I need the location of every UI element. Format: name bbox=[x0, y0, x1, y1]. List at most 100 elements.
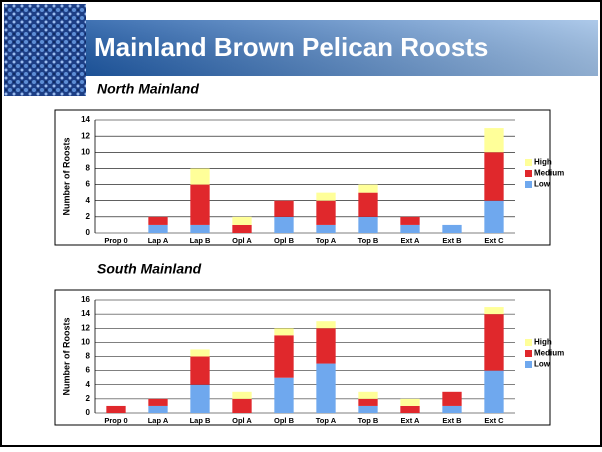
legend-swatch bbox=[525, 339, 532, 346]
chart: South Mainland Number of Roosts 0 2 4 6 8 10 12 1… bbox=[54, 261, 564, 426]
y-tick-label: 4 bbox=[86, 196, 91, 205]
bar-segment bbox=[316, 192, 336, 201]
legend-label: High bbox=[534, 158, 552, 167]
legend-swatch bbox=[525, 181, 532, 188]
y-axis-title: Number of Roosts bbox=[61, 137, 71, 215]
x-tick-label: Lap B bbox=[190, 236, 211, 245]
x-tick-label: Prop 0 bbox=[104, 236, 127, 245]
x-tick-label: Ext C bbox=[484, 416, 504, 425]
bar-segment bbox=[484, 307, 504, 315]
bar-segment bbox=[316, 328, 336, 364]
y-tick-label: 4 bbox=[86, 380, 91, 389]
bar-segment bbox=[232, 224, 252, 233]
bar-segment bbox=[148, 216, 168, 225]
logo-image bbox=[4, 4, 86, 96]
bar-segment bbox=[442, 224, 462, 233]
bar-segment bbox=[442, 405, 462, 413]
bar-segment bbox=[274, 200, 294, 217]
x-tick-label: Ext B bbox=[442, 416, 462, 425]
chart: North Mainland Number of Roosts 0 2 4 6 8 10 12 1… bbox=[54, 81, 564, 246]
bar-segment bbox=[232, 391, 252, 399]
bar-segment bbox=[358, 391, 378, 399]
bar-segment bbox=[400, 398, 420, 406]
bar-segment bbox=[274, 335, 294, 378]
bar-segment bbox=[484, 200, 504, 233]
y-tick-label: 14 bbox=[81, 309, 90, 318]
x-tick-label: Top A bbox=[316, 416, 337, 425]
chart-frame bbox=[54, 109, 551, 246]
bar-segment bbox=[484, 128, 504, 153]
x-tick-label: Ext C bbox=[484, 236, 504, 245]
bar-segment bbox=[316, 321, 336, 329]
chart-title: North Mainland bbox=[97, 81, 199, 97]
x-tick-label: Opl B bbox=[274, 416, 295, 425]
bar-segment bbox=[484, 370, 504, 413]
bar-segment bbox=[274, 377, 294, 413]
x-tick-label: Top B bbox=[358, 416, 379, 425]
bar-segment bbox=[190, 384, 210, 413]
bar-segment bbox=[274, 216, 294, 233]
legend-label: High bbox=[534, 338, 552, 347]
bar-segment bbox=[358, 184, 378, 193]
chart-frame bbox=[54, 289, 551, 426]
bar-segment bbox=[148, 398, 168, 406]
x-tick-label: Lap A bbox=[148, 236, 169, 245]
y-tick-label: 2 bbox=[86, 394, 91, 403]
bar-segment bbox=[190, 224, 210, 233]
legend-label: Medium bbox=[534, 169, 564, 178]
y-tick-label: 10 bbox=[81, 337, 90, 346]
bar-segment bbox=[400, 216, 420, 225]
charts: North Mainland Number of Roosts 0 2 4 6 8 10 12 1… bbox=[54, 81, 564, 426]
y-tick-label: 16 bbox=[81, 295, 90, 304]
y-tick-label: 2 bbox=[86, 212, 91, 221]
x-tick-label: Prop 0 bbox=[104, 416, 127, 425]
legend-swatch bbox=[525, 159, 532, 166]
bar-segment bbox=[148, 405, 168, 413]
legend-label: Low bbox=[534, 180, 551, 189]
x-tick-label: Lap B bbox=[190, 416, 211, 425]
x-tick-label: Top A bbox=[316, 236, 337, 245]
y-axis-title: Number of Roosts bbox=[61, 317, 71, 395]
bar-segment bbox=[106, 405, 126, 413]
x-tick-label: Opl A bbox=[232, 236, 252, 245]
bar-segment bbox=[190, 349, 210, 357]
slide-title: Mainland Brown Pelican Roosts bbox=[94, 32, 488, 62]
x-tick-label: Top B bbox=[358, 236, 379, 245]
bar-segment bbox=[232, 398, 252, 413]
bar-segment bbox=[358, 216, 378, 233]
bar-segment bbox=[232, 216, 252, 225]
x-tick-label: Opl B bbox=[274, 236, 295, 245]
bar-segment bbox=[190, 356, 210, 385]
bar-segment bbox=[148, 224, 168, 233]
y-tick-label: 12 bbox=[81, 131, 90, 140]
bar-segment bbox=[274, 328, 294, 336]
legend-swatch bbox=[525, 170, 532, 177]
y-tick-label: 6 bbox=[86, 180, 91, 189]
legend-label: Low bbox=[534, 360, 551, 369]
bar-segment bbox=[316, 363, 336, 413]
x-tick-label: Ext B bbox=[442, 236, 462, 245]
bar-segment bbox=[358, 398, 378, 406]
legend-swatch bbox=[525, 361, 532, 368]
y-tick-label: 10 bbox=[81, 147, 90, 156]
y-tick-label: 0 bbox=[86, 228, 91, 237]
bar-segment bbox=[484, 314, 504, 371]
bar-segment bbox=[442, 391, 462, 406]
legend-label: Medium bbox=[534, 349, 564, 358]
y-tick-label: 8 bbox=[86, 352, 91, 361]
bar-segment bbox=[400, 405, 420, 413]
bar-segment bbox=[316, 224, 336, 233]
x-tick-label: Opl A bbox=[232, 416, 252, 425]
y-tick-label: 8 bbox=[86, 164, 91, 173]
bar-segment bbox=[190, 168, 210, 185]
title-band-shade bbox=[86, 20, 598, 76]
chart-title: South Mainland bbox=[97, 261, 202, 277]
x-tick-label: Lap A bbox=[148, 416, 169, 425]
bar-segment bbox=[190, 184, 210, 225]
x-tick-label: Ext A bbox=[401, 236, 420, 245]
bar-segment bbox=[316, 200, 336, 225]
bar-segment bbox=[484, 152, 504, 201]
y-tick-label: 0 bbox=[86, 408, 91, 417]
